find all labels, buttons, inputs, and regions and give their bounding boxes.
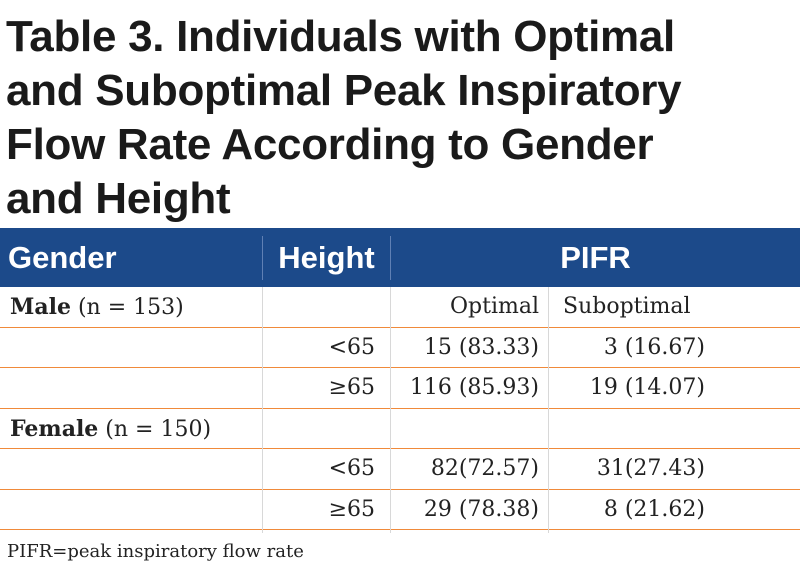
table-row: Male (n = 153) Optimal Suboptimal xyxy=(0,287,800,328)
height-cell xyxy=(263,409,375,448)
optimal-cell: 15 (83.33) xyxy=(423,334,539,360)
group-count: (n = 153) xyxy=(70,295,184,320)
header-divider xyxy=(262,236,263,280)
header-divider xyxy=(390,236,391,280)
suboptimal-cell: 8 (21.62) xyxy=(603,496,705,522)
footnote: PIFR=peak inspiratory flow rate xyxy=(7,541,304,562)
suboptimal-cell xyxy=(555,409,705,448)
height-cell xyxy=(263,287,375,326)
row-label: Female (n = 150) xyxy=(10,409,211,448)
title-line: Table 3. Individuals with Optimal xyxy=(6,12,675,61)
title-line: Flow Rate According to Gender xyxy=(6,120,654,169)
height-cell: ≥65 xyxy=(328,496,375,522)
table-row: ≥65 29 (78.38) 8 (21.62) xyxy=(0,490,800,530)
suboptimal-cell: 19 (14.07) xyxy=(589,375,705,400)
header-gender: Gender xyxy=(8,240,117,275)
column-divider xyxy=(262,287,263,533)
table-header: Gender Height PIFR xyxy=(0,228,800,287)
header-height: Height xyxy=(278,240,375,275)
optimal-cell: 116 (85.93) xyxy=(409,375,539,400)
table-body: Male (n = 153) Optimal Suboptimal <65 15… xyxy=(0,287,800,530)
height-cell: <65 xyxy=(328,456,375,481)
title-line: and Suboptimal Peak Inspiratory xyxy=(6,66,682,115)
header-pifr: PIFR xyxy=(560,240,631,275)
optimal-cell: 82(72.57) xyxy=(430,456,539,481)
group-count: (n = 150) xyxy=(98,416,212,442)
suboptimal-cell: Suboptimal xyxy=(563,294,691,319)
column-divider xyxy=(390,287,391,533)
title-line: and Height xyxy=(6,174,231,223)
suboptimal-cell: 3 (16.67) xyxy=(603,334,705,360)
column-divider xyxy=(548,287,549,533)
optimal-cell xyxy=(391,409,539,448)
optimal-cell: 29 (78.38) xyxy=(423,496,539,522)
table-title: Table 3. Individuals with Optimal and Su… xyxy=(6,10,796,226)
table-row: ≥65 116 (85.93) 19 (14.07) xyxy=(0,368,800,409)
group-name: Male xyxy=(10,294,71,320)
optimal-cell: Optimal xyxy=(449,294,539,319)
table-row: <65 82(72.57) 31(27.43) xyxy=(0,449,800,490)
suboptimal-cell: 31(27.43) xyxy=(596,456,705,481)
table-row: Female (n = 150) xyxy=(0,409,800,449)
group-name: Female xyxy=(10,415,99,442)
table-row: <65 15 (83.33) 3 (16.67) xyxy=(0,328,800,368)
height-cell: ≥65 xyxy=(328,375,375,400)
row-label: Male (n = 153) xyxy=(10,287,184,326)
height-cell: <65 xyxy=(328,334,375,360)
